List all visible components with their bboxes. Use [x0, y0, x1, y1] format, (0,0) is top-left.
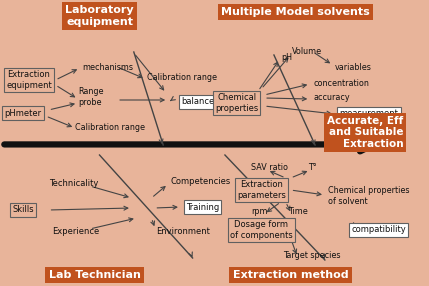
Text: mechanisms: mechanisms [82, 63, 133, 72]
Text: Lab Technician: Lab Technician [48, 270, 141, 280]
Text: Multiple Model solvents: Multiple Model solvents [221, 7, 370, 17]
Text: SAV ratio: SAV ratio [251, 164, 288, 172]
Text: Skills: Skills [12, 206, 34, 214]
Text: variables: variables [335, 63, 372, 72]
Text: Chemical properties
of solvent: Chemical properties of solvent [328, 186, 409, 206]
Text: Technicality: Technicality [48, 178, 98, 188]
Text: Extraction
equipment: Extraction equipment [6, 70, 52, 90]
Text: Calibration range: Calibration range [147, 74, 217, 82]
Text: Calibration range: Calibration range [75, 122, 145, 132]
Text: Accurate, Eff
and Suitable
Extraction: Accurate, Eff and Suitable Extraction [327, 116, 403, 149]
Text: Competencies: Competencies [170, 178, 230, 186]
Text: measurement: measurement [339, 110, 399, 118]
Text: Dosage form
of components: Dosage form of components [230, 220, 293, 240]
Text: Extraction method: Extraction method [233, 270, 348, 280]
Text: Training: Training [186, 202, 219, 212]
Text: pH: pH [281, 53, 292, 61]
Text: Target species: Target species [283, 251, 340, 259]
Text: compatibility: compatibility [351, 225, 406, 235]
Text: Environment: Environment [156, 227, 210, 237]
Text: T°: T° [308, 164, 317, 172]
Text: accuracy: accuracy [313, 94, 350, 102]
Text: Volume: Volume [292, 47, 322, 55]
Text: rpm: rpm [251, 208, 268, 217]
Text: balance: balance [181, 98, 214, 106]
Text: Laboratory
equipment: Laboratory equipment [65, 5, 134, 27]
Text: Experience: Experience [52, 227, 100, 237]
Text: concentration: concentration [313, 80, 369, 88]
Text: Time: Time [288, 208, 308, 217]
Text: pHmeter: pHmeter [5, 108, 42, 118]
Text: Range
probe: Range probe [78, 87, 103, 107]
Text: Extraction
parameters: Extraction parameters [237, 180, 286, 200]
Text: Chemical
properties: Chemical properties [215, 93, 258, 113]
